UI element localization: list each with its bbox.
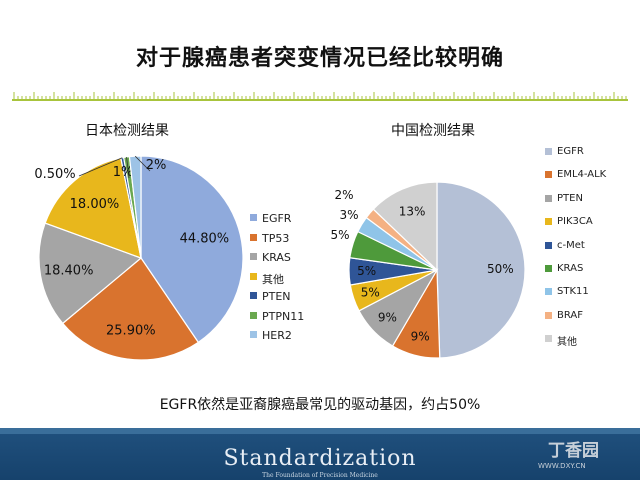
japan-pie-leader-4 bbox=[78, 157, 123, 177]
japan-pie-label-1: 25.90% bbox=[106, 324, 156, 339]
japan-pie-label-0: 44.80% bbox=[180, 232, 230, 247]
china-legend-label: BRAF bbox=[557, 309, 583, 321]
china-legend-label: c-Met bbox=[557, 239, 585, 251]
china-legend-swatch bbox=[545, 241, 552, 249]
japan-legend-label: EGFR bbox=[262, 212, 292, 225]
japan-pie-slice-1 bbox=[61, 257, 200, 361]
china-pie-label-7: 2% bbox=[334, 188, 353, 202]
china-pie-slice-0 bbox=[436, 181, 526, 359]
china-legend-swatch bbox=[545, 311, 552, 319]
china-legend-swatch bbox=[545, 194, 552, 202]
china-legend-swatch bbox=[545, 265, 552, 272]
china-legend-label: KRAS bbox=[557, 263, 584, 274]
japan-pie-label-2: 18.40% bbox=[44, 264, 94, 279]
china-pie-label-6: 3% bbox=[339, 208, 358, 222]
china-legend-swatch bbox=[545, 148, 552, 155]
japan-legend-label: 其他 bbox=[262, 272, 284, 286]
japan-legend-label: HER2 bbox=[262, 329, 292, 342]
china-pie-label-5: 5% bbox=[330, 228, 349, 242]
japan-legend-swatch bbox=[250, 233, 257, 241]
china-legend-label: EML4-ALK bbox=[557, 169, 607, 181]
china-chart-title: 中国检测结果 bbox=[391, 123, 475, 139]
japan-legend-swatch bbox=[250, 272, 257, 280]
china-legend-swatch bbox=[545, 171, 552, 179]
china-legend-swatch bbox=[545, 335, 552, 343]
japan-legend-label: KRAS bbox=[262, 251, 291, 264]
china-pie-label-1: 9% bbox=[411, 330, 430, 344]
summary-text: EGFR依然是亚裔腺癌最常见的驱动基因，约占50% bbox=[159, 397, 481, 413]
china-pie-label-2: 9% bbox=[378, 310, 397, 324]
japan-legend-label: PTPN11 bbox=[262, 309, 305, 323]
japan-pie-leader-6 bbox=[134, 155, 151, 172]
japan-pie-slice-0 bbox=[140, 155, 244, 344]
china-pie-slice-8 bbox=[372, 181, 438, 272]
footer-logo: Standardization bbox=[223, 446, 417, 471]
japan-legend-swatch bbox=[250, 331, 257, 338]
japan-legend-label: PTEN bbox=[262, 290, 291, 303]
china-legend-label: 其他 bbox=[557, 337, 577, 349]
japan-legend-swatch bbox=[250, 292, 257, 299]
china-pie-label-3: 5% bbox=[361, 286, 380, 300]
japan-pie-leader-5 bbox=[126, 156, 130, 179]
china-legend-swatch bbox=[545, 218, 552, 226]
japan-pie-slice-2 bbox=[38, 222, 143, 325]
china-pie-label-4: 5% bbox=[357, 264, 376, 278]
china-legend-label: STK11 bbox=[557, 286, 589, 298]
japan-pie-label-5: 1% bbox=[113, 165, 134, 180]
japan-pie-label-6: 2% bbox=[146, 158, 167, 173]
watermark-url: WWW.DXY.CN bbox=[538, 462, 586, 470]
footer-banner: Standardization The Foundation of Precis… bbox=[0, 428, 640, 480]
footer-subtitle: The Foundation of Precision Medicine bbox=[262, 472, 378, 479]
japan-legend-swatch bbox=[250, 311, 257, 319]
japan-legend-swatch bbox=[250, 214, 257, 221]
watermark-logo: 丁香园 bbox=[548, 441, 599, 461]
slide-title: 对于腺癌患者突变情况已经比较明确 bbox=[135, 46, 504, 71]
decorative-ruler bbox=[12, 92, 628, 101]
japan-legend-swatch bbox=[250, 253, 257, 260]
china-legend-label: PTEN bbox=[557, 192, 583, 204]
china-pie-label-8: 13% bbox=[399, 205, 426, 219]
china-legend-label: EGFR bbox=[557, 146, 584, 157]
china-pie-label-0: 50% bbox=[487, 262, 514, 276]
china-legend-swatch bbox=[545, 288, 552, 296]
china-legend-label: PIK3CA bbox=[557, 216, 593, 228]
japan-pie-label-3: 18.00% bbox=[70, 197, 120, 212]
japan-pie-slice-3 bbox=[44, 157, 142, 259]
japan-legend-label: TP53 bbox=[262, 231, 290, 245]
japan-pie-label-4: 0.50% bbox=[34, 167, 75, 182]
japan-chart-title: 日本检测结果 bbox=[85, 123, 169, 139]
